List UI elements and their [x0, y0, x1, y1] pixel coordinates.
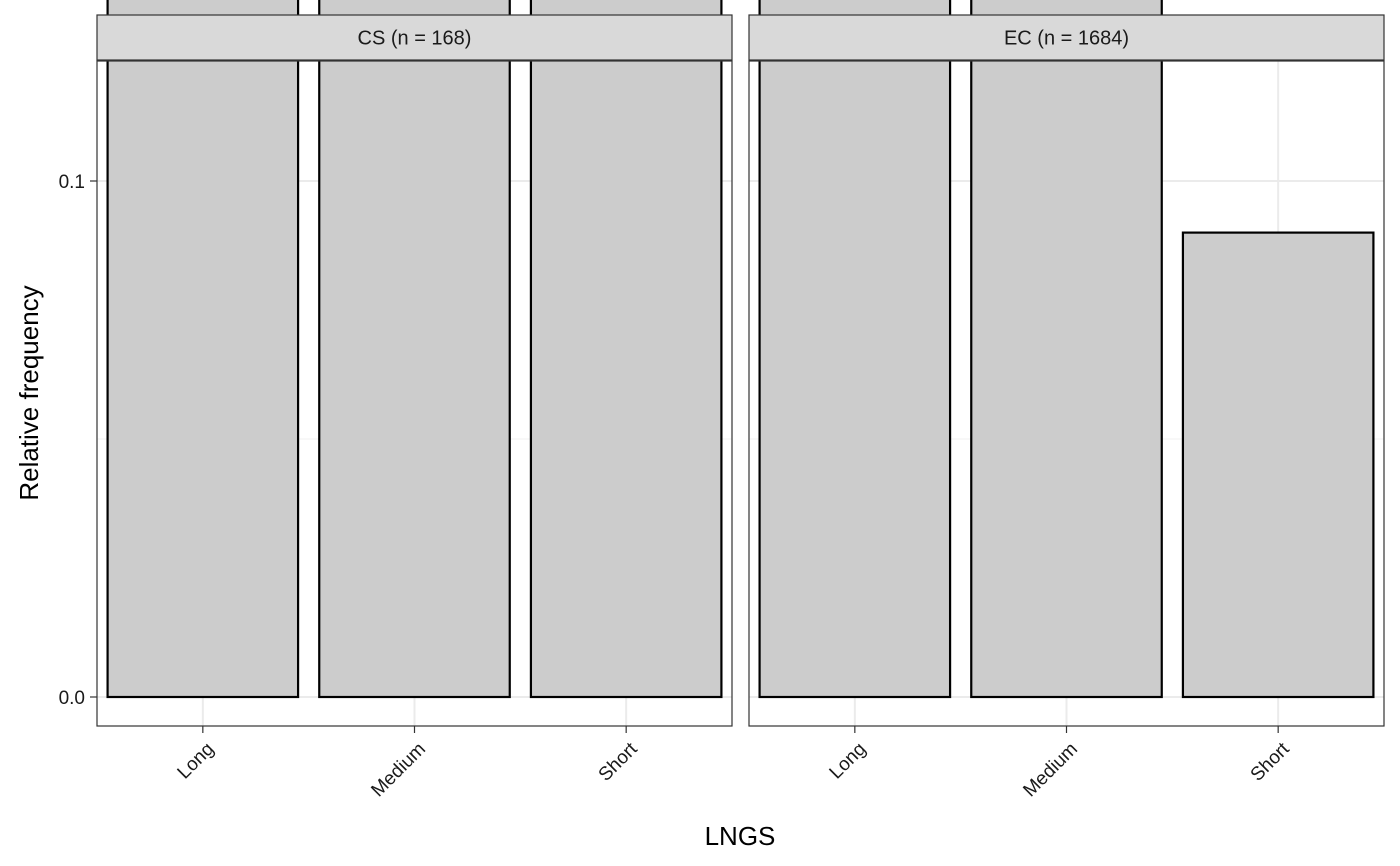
facet-panel: CS (n = 168) Long Medium Short	[96, 0, 733, 802]
y-tick-label: 0.1	[59, 172, 85, 193]
x-axis-title: LNGS	[705, 821, 776, 851]
bar-medium	[970, 0, 1163, 699]
y-tick-label: 0.0	[59, 688, 85, 709]
facet-panel: EC (n = 1684) Long Medium Short	[748, 0, 1385, 802]
x-tick-label: Short	[595, 738, 642, 785]
bar-medium	[318, 0, 511, 699]
bar-short	[1181, 231, 1375, 699]
facet-strip	[96, 14, 733, 61]
bar-short	[529, 0, 723, 699]
x-tick-label: Medium	[1019, 739, 1082, 802]
facet-strip-label: CS (n = 168)	[358, 28, 472, 50]
x-tick-label: Medium	[367, 739, 430, 802]
bar-long	[106, 0, 300, 699]
facet-strip	[748, 14, 1385, 61]
y-axis: 0.00.10.20.30.4	[59, 172, 97, 709]
x-tick-label: Long	[826, 739, 871, 784]
x-tick-label: Long	[174, 739, 219, 784]
bar-long	[758, 0, 952, 699]
x-tick-label: Short	[1247, 738, 1294, 785]
y-axis-title: Relative frequency	[14, 285, 44, 500]
facet-strip-label: EC (n = 1684)	[1004, 28, 1129, 50]
